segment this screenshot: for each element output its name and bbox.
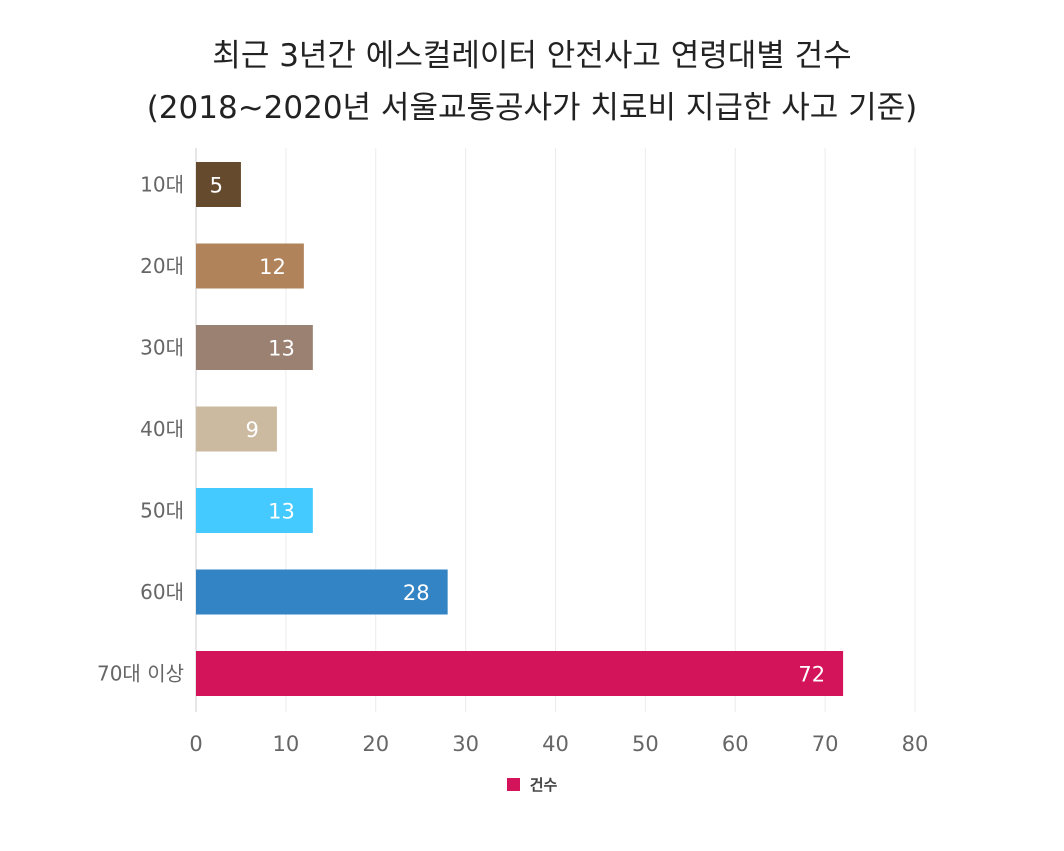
chart-title-line-2: (2018~2020년 서울교통공사가 치료비 지급한 사고 기준) — [146, 90, 918, 126]
bar[interactable] — [196, 325, 313, 370]
bar[interactable] — [196, 243, 304, 289]
x-tick-label: 20 — [362, 732, 389, 756]
data-label: 9 — [246, 418, 259, 442]
chart-title-line-1: 최근 3년간 에스컬레이터 안전사고 연령대별 건수 — [212, 38, 852, 74]
legend[interactable]: 건수 — [0, 774, 1064, 795]
x-tick-label: 50 — [632, 732, 659, 756]
category-label: 50대 — [140, 499, 184, 523]
data-label: 12 — [259, 255, 286, 279]
gridlines — [195, 148, 916, 712]
data-label: 5 — [210, 174, 223, 198]
chart-title: 최근 3년간 에스컬레이터 안전사고 연령대별 건수 (2018~2020년 서… — [0, 30, 1064, 134]
data-label: 13 — [268, 500, 295, 524]
data-label: 72 — [798, 663, 825, 687]
x-tick-label: 10 — [273, 732, 300, 756]
legend-label: 건수 — [529, 776, 558, 794]
category-label: 20대 — [140, 254, 184, 278]
bars — [196, 162, 844, 696]
bar[interactable] — [196, 406, 277, 452]
data-label: 13 — [268, 337, 295, 361]
category-label: 10대 — [140, 173, 184, 197]
x-tick-label: 80 — [902, 732, 929, 756]
labels: 0 10 20 30 40 50 60 70 80 10대 5 20대 12 30대 13 40대 9 50대 13… — [97, 173, 928, 757]
category-label: 40대 — [140, 417, 184, 441]
bar[interactable] — [196, 162, 241, 207]
category-label: 70대 이상 — [97, 662, 184, 686]
x-tick-label: 30 — [452, 732, 479, 756]
legend-swatch — [506, 778, 520, 791]
x-tick-label: 60 — [722, 732, 749, 756]
data-label: 28 — [403, 581, 430, 605]
category-label: 60대 — [140, 580, 184, 604]
x-tick-label: 70 — [812, 732, 839, 756]
x-tick-label: 40 — [542, 732, 569, 756]
bar[interactable] — [196, 488, 313, 533]
bar[interactable] — [196, 569, 448, 615]
bar[interactable] — [196, 651, 844, 696]
category-label: 30대 — [140, 336, 184, 360]
x-tick-label: 0 — [189, 732, 202, 756]
